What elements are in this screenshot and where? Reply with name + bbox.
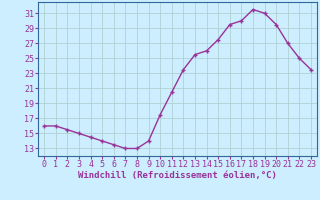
- X-axis label: Windchill (Refroidissement éolien,°C): Windchill (Refroidissement éolien,°C): [78, 171, 277, 180]
